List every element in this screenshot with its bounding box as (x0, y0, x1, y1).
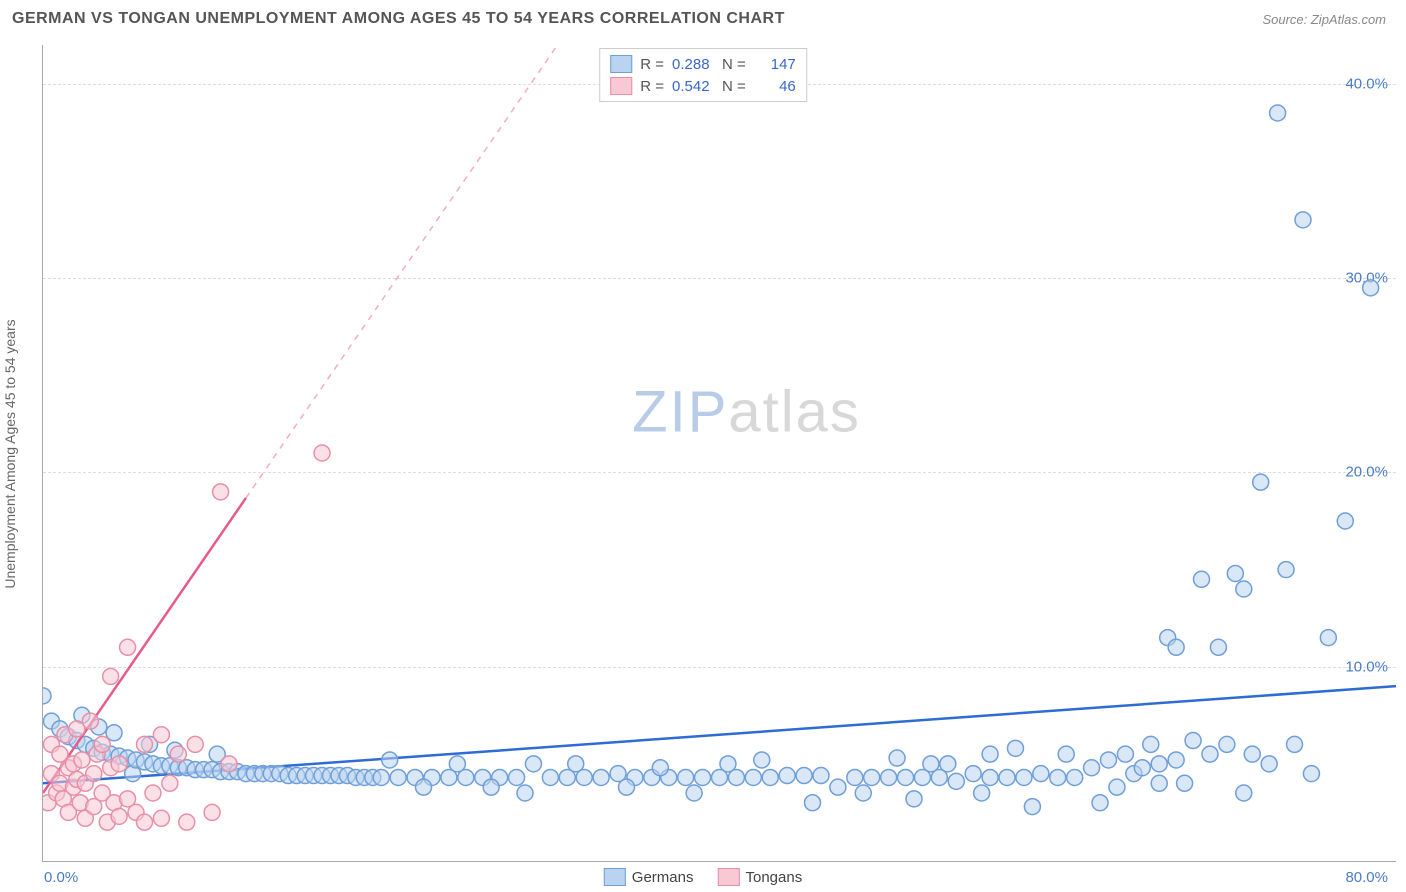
correlation-legend-row: R = 0.542 N = 46 (610, 75, 796, 97)
series-label: Tongans (745, 869, 802, 886)
legend-swatch (610, 55, 632, 73)
n-value: 147 (754, 56, 796, 73)
r-value: 0.542 (672, 78, 714, 95)
chart-title: GERMAN VS TONGAN UNEMPLOYMENT AMONG AGES… (12, 10, 785, 28)
r-label: R = (640, 78, 664, 95)
source-attribution: Source: ZipAtlas.com (1262, 12, 1386, 27)
scatter-svg (43, 45, 1396, 861)
legend-swatch (717, 868, 739, 886)
n-value: 46 (754, 78, 796, 95)
n-label: N = (722, 78, 746, 95)
correlation-legend: R = 0.288 N = 147 R = 0.542 N = 46 (599, 48, 807, 102)
series-legend: Germans Tongans (604, 868, 802, 886)
series-label: Germans (632, 869, 694, 886)
correlation-legend-row: R = 0.288 N = 147 (610, 53, 796, 75)
legend-swatch (610, 77, 632, 95)
r-value: 0.288 (672, 56, 714, 73)
n-label: N = (722, 56, 746, 73)
series-legend-item: Tongans (717, 868, 802, 886)
y-axis-title: Unemployment Among Ages 45 to 54 years (2, 319, 18, 588)
r-label: R = (640, 56, 664, 73)
chart-plot-area: ZIPatlas 10.0%20.0%30.0%40.0% (42, 45, 1396, 862)
legend-swatch (604, 868, 626, 886)
x-axis-min-label: 0.0% (44, 869, 78, 886)
series-legend-item: Germans (604, 868, 694, 886)
x-axis-max-label: 80.0% (1345, 869, 1388, 886)
